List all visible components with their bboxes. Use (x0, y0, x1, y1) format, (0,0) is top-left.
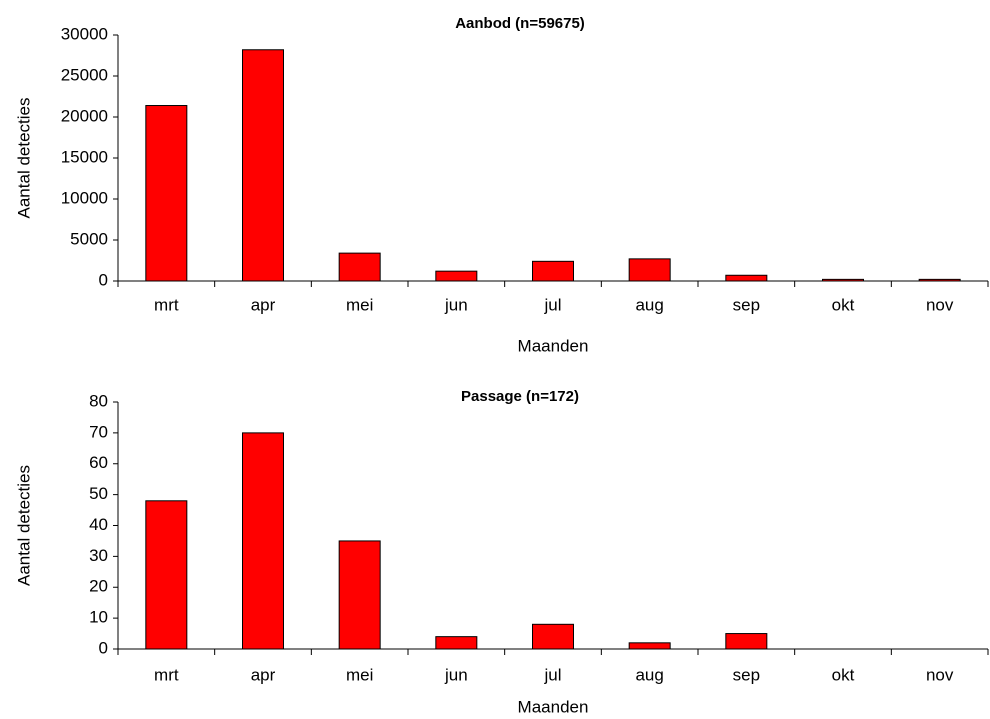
y-tick-label: 70 (89, 422, 108, 441)
x-tick-label: jul (543, 295, 561, 314)
bar (242, 49, 284, 282)
y-tick-label: 10000 (61, 188, 108, 207)
bar (725, 274, 768, 282)
x-axis-title: Maanden (518, 336, 589, 355)
x-tick-label: mrt (154, 665, 179, 684)
y-tick-label: 40 (89, 515, 108, 534)
bar (242, 432, 284, 650)
bar (145, 105, 188, 282)
bar (918, 278, 961, 282)
y-tick-label: 20 (89, 577, 108, 596)
x-tick-label: jun (444, 665, 468, 684)
x-axis-title: Maanden (518, 697, 589, 716)
y-tick-label: 50 (89, 484, 108, 503)
y-tick-label: 0 (99, 270, 108, 289)
bar (628, 642, 671, 650)
y-tick-label: 15000 (61, 147, 108, 166)
x-tick-label: mei (346, 295, 373, 314)
x-tick-label: okt (832, 665, 855, 684)
bar (532, 623, 574, 650)
chart-title: Aanbod (n=59675) (455, 15, 585, 32)
x-tick-label: nov (926, 665, 954, 684)
y-tick-label: 10 (89, 608, 108, 627)
x-tick-label: okt (832, 295, 855, 314)
bar (435, 636, 478, 650)
x-tick-label: mrt (154, 295, 179, 314)
x-tick-label: sep (733, 295, 760, 314)
y-tick-label: 0 (99, 638, 108, 657)
bar (338, 540, 381, 650)
bar (822, 278, 864, 282)
x-tick-label: apr (251, 665, 276, 684)
y-tick-label: 30000 (61, 24, 108, 43)
x-tick-label: apr (251, 295, 276, 314)
y-axis-title: Aantal detecties (14, 98, 33, 219)
x-tick-label: aug (635, 665, 663, 684)
bar (532, 260, 574, 282)
y-tick-label: 5000 (70, 229, 108, 248)
y-tick-label: 20000 (61, 106, 108, 125)
x-tick-label: jul (543, 665, 561, 684)
x-tick-label: mei (346, 665, 373, 684)
bar (725, 633, 768, 650)
y-tick-label: 30 (89, 546, 108, 565)
bar (435, 270, 478, 282)
bar (145, 500, 188, 650)
bar (628, 258, 671, 282)
x-tick-label: jun (444, 295, 468, 314)
y-tick-label: 60 (89, 453, 108, 472)
y-tick-label: 80 (89, 391, 108, 410)
x-tick-label: aug (635, 295, 663, 314)
x-tick-label: nov (926, 295, 954, 314)
y-axis-title: Aantal detecties (14, 465, 33, 586)
bar (338, 252, 381, 282)
x-tick-label: sep (733, 665, 760, 684)
y-tick-label: 25000 (61, 65, 108, 84)
chart-title: Passage (n=172) (461, 388, 579, 405)
